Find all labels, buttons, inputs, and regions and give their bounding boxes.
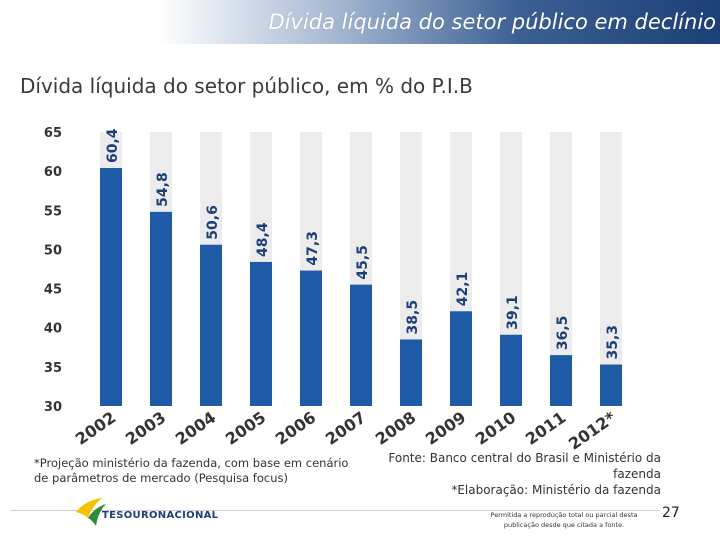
bar bbox=[350, 284, 372, 406]
x-tick-label: 2011 bbox=[522, 408, 569, 449]
projection-footnote: *Projeção ministério da fazenda, com bas… bbox=[34, 456, 349, 485]
bar bbox=[550, 355, 572, 406]
rights-line-1: Permitida a reprodução total ou parcial … bbox=[490, 511, 638, 519]
bar bbox=[250, 261, 272, 406]
y-tick-label: 50 bbox=[44, 243, 62, 258]
background-column bbox=[550, 132, 572, 406]
elaboration-note: *Elaboração: Ministério da fazenda bbox=[451, 483, 661, 497]
x-tick-label: 2010 bbox=[472, 408, 519, 449]
bar bbox=[200, 244, 222, 406]
logo-text: TESOURONACIONAL bbox=[102, 510, 219, 521]
page-number: 27 bbox=[662, 505, 680, 521]
y-tick-label: 40 bbox=[44, 322, 62, 337]
rights-notice: Permitida a reprodução total ou parcial … bbox=[470, 510, 658, 530]
x-tick-label: 2012* bbox=[565, 407, 620, 453]
bar bbox=[450, 311, 472, 406]
tesouro-nacional-logo: TESOURONACIONAL bbox=[72, 494, 222, 530]
y-tick-label: 35 bbox=[44, 361, 62, 376]
data-label: 38,5 bbox=[405, 300, 421, 335]
data-label: 35,3 bbox=[605, 325, 621, 360]
source-note: Fonte: Banco central do Brasil e Ministé… bbox=[361, 450, 661, 498]
x-tick-label: 2005 bbox=[222, 408, 269, 449]
background-column bbox=[600, 132, 622, 406]
bar bbox=[300, 270, 322, 406]
y-tick-label: 55 bbox=[44, 204, 62, 219]
data-label: 47,3 bbox=[305, 231, 321, 266]
x-tick-label: 2004 bbox=[172, 408, 219, 449]
y-tick-label: 65 bbox=[44, 126, 62, 141]
x-tick-label: 2003 bbox=[122, 408, 169, 449]
y-tick-label: 45 bbox=[44, 283, 62, 298]
bar bbox=[400, 339, 422, 406]
data-label: 60,4 bbox=[105, 128, 121, 163]
x-tick-label: 2006 bbox=[272, 408, 319, 449]
header-bar: Dívida líquida do setor público em declí… bbox=[0, 0, 720, 44]
x-tick-label: 2008 bbox=[372, 408, 419, 449]
bar bbox=[150, 211, 172, 406]
data-label: 42,1 bbox=[455, 272, 471, 307]
source-line-2: fazenda bbox=[613, 467, 661, 481]
data-label: 39,1 bbox=[505, 295, 521, 330]
data-label: 54,8 bbox=[155, 172, 171, 207]
data-label: 48,4 bbox=[255, 222, 271, 257]
rights-line-2: publicação desde que citada a fonte. bbox=[503, 521, 625, 529]
source-line-1: Fonte: Banco central do Brasil e Ministé… bbox=[388, 451, 661, 465]
x-tick-label: 2009 bbox=[422, 408, 469, 449]
chart-title: Dívida líquida do setor público, em % do… bbox=[20, 74, 473, 98]
bar bbox=[600, 364, 622, 406]
x-tick-label: 2002 bbox=[72, 408, 119, 449]
y-tick-label: 60 bbox=[44, 165, 62, 180]
x-tick-label: 2007 bbox=[322, 408, 369, 449]
logo-mark-icon bbox=[76, 498, 106, 526]
header-title: Dívida líquida do setor público em declí… bbox=[268, 10, 716, 34]
data-label: 45,5 bbox=[355, 245, 371, 280]
footer-divider bbox=[10, 510, 660, 511]
bar bbox=[500, 334, 522, 406]
data-label: 36,5 bbox=[555, 316, 571, 351]
y-tick-label: 30 bbox=[44, 400, 62, 415]
bar bbox=[100, 168, 122, 406]
data-label: 50,6 bbox=[205, 205, 221, 240]
background-column bbox=[400, 132, 422, 406]
